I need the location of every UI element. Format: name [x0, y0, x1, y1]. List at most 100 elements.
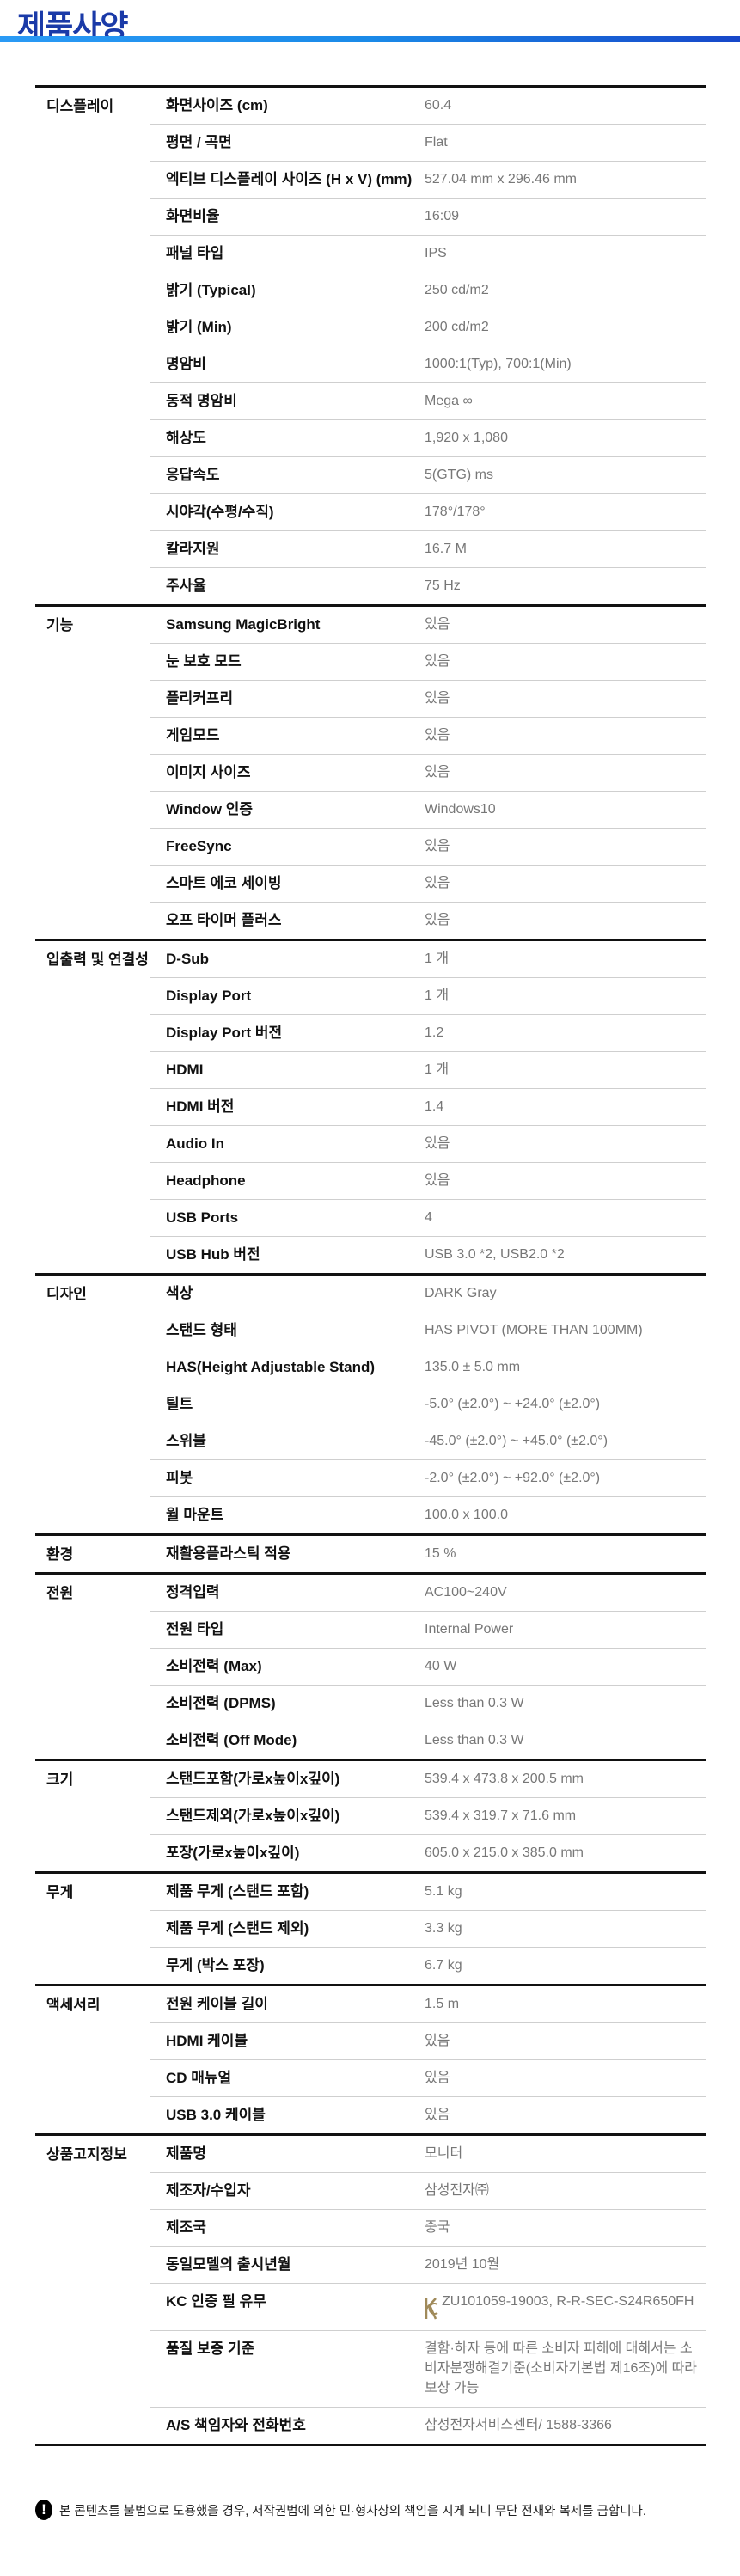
spec-label: 동적 명암비: [166, 393, 237, 409]
spec-row: 제조국 중국: [150, 2209, 706, 2246]
spec-row: Window 인증 Windows10: [150, 791, 706, 828]
spec-value-cell: 중국: [425, 2218, 706, 2237]
spec-value: 16:09: [425, 209, 460, 223]
spec-row: HDMI 1 개: [150, 1051, 706, 1088]
spec-section: 기능 Samsung MagicBright 있음 눈 보호 모드 있음 플리커프리 있음 게…: [35, 607, 706, 941]
spec-value: Mega ∞: [425, 394, 473, 408]
spec-value-cell: USB 3.0 *2, USB2.0 *2: [425, 1245, 706, 1264]
section-category: 입출력 및 연결성: [46, 951, 149, 968]
spec-value-cell: 있음: [425, 762, 706, 782]
spec-value-cell: 40 W: [425, 1656, 706, 1676]
spec-row: 해상도 1,920 x 1,080: [150, 419, 706, 456]
spec-value: 178°/178°: [425, 505, 486, 519]
spec-row: 명암비 1000:1(Typ), 700:1(Min): [150, 346, 706, 382]
spec-label: 제품명: [166, 2145, 206, 2162]
spec-value-cell: 있음: [425, 688, 706, 708]
spec-table: 디스플레이 화면사이즈 (cm) 60.4 평면 / 곡면 Flat 엑티브 디스플레이 …: [35, 85, 706, 2446]
spec-value: ZU101059-19003, R-R-SEC-S24R650FH: [442, 2294, 694, 2309]
spec-label: 칼라지원: [166, 541, 220, 557]
section-category: 전원: [46, 1585, 74, 1601]
spec-value-cell: 16.7 M: [425, 539, 706, 559]
spec-row: 오프 타이머 플러스 있음: [150, 902, 706, 939]
spec-value: Internal Power: [425, 1622, 514, 1637]
spec-label: 피봇: [166, 1470, 193, 1486]
spec-value-cell: 5(GTG) ms: [425, 465, 706, 485]
spec-value-cell: 있음: [425, 910, 706, 930]
spec-row: KC 인증 필 유무 ZU101059-19003, R-R-SEC-S24R65…: [150, 2283, 706, 2330]
spec-row: 화면사이즈 (cm) 60.4: [150, 88, 706, 124]
spec-row: A/S 책임자와 전화번호 삼성전자서비스센터/ 1588-3366: [150, 2407, 706, 2444]
spec-value: 있음: [425, 617, 450, 632]
spec-row: HDMI 케이블 있음: [150, 2022, 706, 2059]
spec-value: 60.4: [425, 98, 452, 113]
spec-row: 밝기 (Min) 200 cd/m2: [150, 309, 706, 346]
spec-value-cell: 있음: [425, 1171, 706, 1190]
spec-row: 동적 명암비 Mega ∞: [150, 382, 706, 419]
spec-row: 정격입력 AC100~240V: [150, 1575, 706, 1611]
spec-value-cell: 결함·하자 등에 따른 소비자 피해에 대해서는 소비자분쟁해결기준(소비자기본…: [425, 2339, 706, 2398]
spec-row: HDMI 버전 1.4: [150, 1088, 706, 1125]
spec-value: 1000:1(Typ), 700:1(Min): [425, 357, 572, 371]
spec-label: 평면 / 곡면: [166, 134, 232, 150]
spec-value: Windows10: [425, 802, 496, 817]
spec-value: Less than 0.3 W: [425, 1696, 524, 1710]
spec-label: 화면사이즈 (cm): [166, 97, 268, 113]
spec-label: CD 매뉴얼: [166, 2070, 232, 2086]
spec-value: 1,920 x 1,080: [425, 431, 508, 445]
spec-row: 밝기 (Typical) 250 cd/m2: [150, 272, 706, 309]
spec-label: KC 인증 필 유무: [166, 2293, 266, 2310]
spec-row: 이미지 사이즈 있음: [150, 754, 706, 791]
spec-value: 결함·하자 등에 따른 소비자 피해에 대해서는 소비자분쟁해결기준(소비자기본…: [425, 2341, 698, 2395]
spec-value: 16.7 M: [425, 542, 467, 556]
spec-value-cell: IPS: [425, 243, 706, 263]
spec-label: 제조자/수입자: [166, 2182, 251, 2199]
spec-row: Audio In 있음: [150, 1125, 706, 1162]
spec-value-cell: Windows10: [425, 799, 706, 819]
spec-value: 75 Hz: [425, 578, 461, 593]
spec-label: USB 3.0 케이블: [166, 2107, 266, 2123]
spec-value: 539.4 x 473.8 x 200.5 mm: [425, 1771, 584, 1786]
spec-value: 1 개: [425, 951, 450, 966]
spec-section: 환경 재활용플라스틱 적용 15 %: [35, 1536, 706, 1575]
spec-row: 전원 타입 Internal Power: [150, 1611, 706, 1648]
spec-label: 시야각(수평/수직): [166, 504, 274, 520]
spec-value-cell: 5.1 kg: [425, 1882, 706, 1901]
spec-section: 전원 정격입력 AC100~240V 전원 타입 Internal Power 소비전력 …: [35, 1575, 706, 1761]
spec-row: 소비전력 (Max) 40 W: [150, 1648, 706, 1685]
spec-label: 틸트: [166, 1396, 193, 1412]
spec-value: 100.0 x 100.0: [425, 1508, 508, 1522]
spec-label: 이미지 사이즈: [166, 764, 251, 780]
spec-value: 4: [425, 1210, 432, 1225]
section-category: 환경: [46, 1546, 74, 1563]
spec-section: 입출력 및 연결성 D-Sub 1 개 Display Port 1 개 Display …: [35, 941, 706, 1276]
spec-value: 있음: [425, 2108, 450, 2122]
spec-row: 소비전력 (DPMS) Less than 0.3 W: [150, 1685, 706, 1722]
spec-value-cell: HAS PIVOT (MORE THAN 100MM): [425, 1320, 706, 1340]
spec-value-cell: 1000:1(Typ), 700:1(Min): [425, 354, 706, 374]
spec-label: 소비전력 (Off Mode): [166, 1732, 297, 1748]
spec-row: 제품명 모니터: [150, 2136, 706, 2172]
spec-row: 색상 DARK Gray: [150, 1276, 706, 1312]
notice-text: 본 콘텐츠를 불법으로 도용했을 경우, 저작권법에 의한 민·형사상의 책임을…: [59, 2504, 646, 2518]
spec-value-cell: 16:09: [425, 206, 706, 226]
section-category: 크기: [46, 1771, 74, 1788]
spec-value: 있음: [425, 2034, 450, 2048]
spec-row: 동일모델의 출시년월 2019년 10월: [150, 2246, 706, 2283]
spec-value-cell: 1.5 m: [425, 1994, 706, 2014]
spec-label: Audio In: [166, 1135, 224, 1152]
spec-label: 밝기 (Min): [166, 319, 232, 335]
spec-value: Flat: [425, 135, 448, 150]
spec-value: USB 3.0 *2, USB2.0 *2: [425, 1247, 565, 1262]
spec-label: HDMI: [166, 1062, 204, 1078]
spec-value: HAS PIVOT (MORE THAN 100MM): [425, 1323, 643, 1337]
spec-label: 패널 타입: [166, 245, 224, 261]
spec-label: 플리커프리: [166, 690, 234, 707]
spec-value: 있음: [425, 691, 450, 706]
spec-section: 디스플레이 화면사이즈 (cm) 60.4 평면 / 곡면 Flat 엑티브 디스플레이 …: [35, 88, 706, 607]
spec-row: USB 3.0 케이블 있음: [150, 2096, 706, 2133]
spec-value-cell: Mega ∞: [425, 391, 706, 411]
spec-label: 스탠드포함(가로x높이x깊이): [166, 1771, 340, 1787]
spec-label: A/S 책임자와 전화번호: [166, 2417, 306, 2433]
spec-row: 스탠드 형태 HAS PIVOT (MORE THAN 100MM): [150, 1312, 706, 1349]
spec-value-cell: 있음: [425, 873, 706, 893]
